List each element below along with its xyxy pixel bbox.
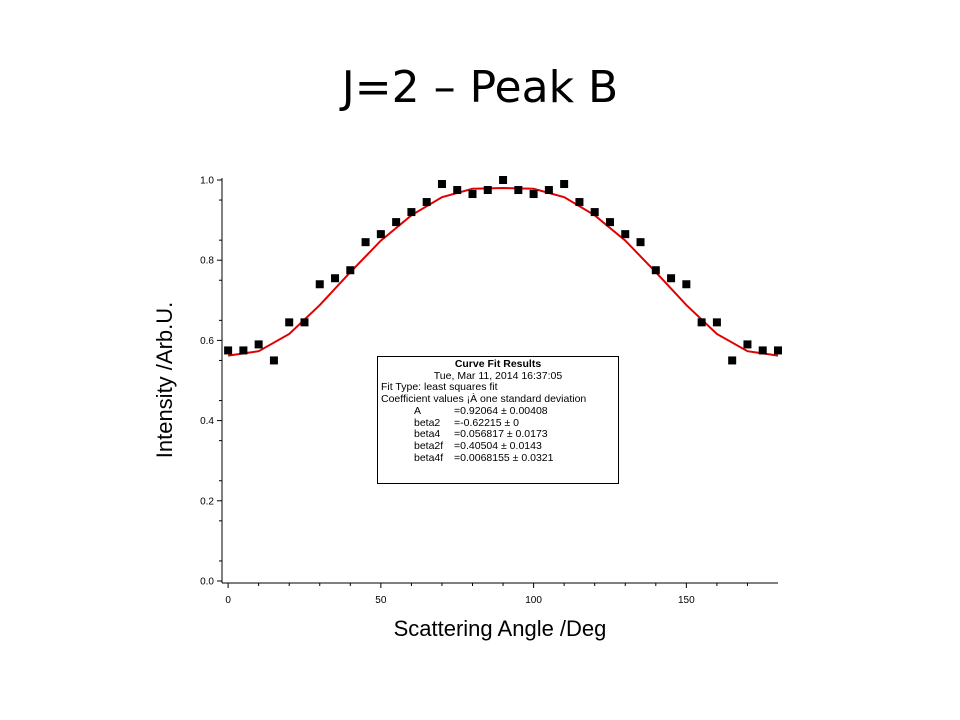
data-point (758, 346, 767, 355)
data-point (437, 180, 446, 189)
coefficient-header: Coefficient values ¡À one standard devia… (381, 393, 587, 406)
axes (221, 178, 778, 584)
fit-curve (227, 186, 779, 357)
x-tick-label: 100 (525, 595, 542, 606)
data-point (269, 356, 278, 365)
param-name: beta2 (414, 416, 441, 429)
param-value: =0.92064 ± 0.00408 (454, 404, 548, 417)
data-point (697, 318, 706, 327)
fit-param-row: beta4 =0.056817 ± 0.0173 (381, 429, 615, 441)
param-value: =-0.62215 ± 0 (454, 416, 520, 429)
y-tick-label: 0.2 (200, 496, 214, 507)
x-axis-label: Scattering Angle /Deg (394, 616, 607, 641)
data-point (590, 208, 599, 217)
data-point (239, 346, 248, 355)
data-point (331, 274, 340, 283)
x-tick-label: 0 (225, 595, 231, 606)
data-point (529, 190, 538, 199)
x-tick-label: 50 (375, 595, 387, 606)
param-name: beta4f (414, 451, 444, 464)
data-point (774, 346, 782, 355)
fit-curve-group (227, 186, 779, 357)
data-point (346, 266, 355, 275)
param-name: beta4 (414, 428, 441, 441)
data-point (285, 318, 294, 327)
fit-param-row: A =0.92064 ± 0.00408 (381, 404, 615, 418)
data-point (224, 346, 233, 355)
param-name: A (414, 404, 422, 417)
data-point (315, 280, 324, 289)
data-points-group (224, 176, 782, 365)
fit-heading: Curve Fit Results (454, 358, 542, 370)
data-point (712, 318, 721, 327)
y-tick-label: 0.0 (200, 576, 214, 587)
param-name: beta2f (414, 439, 444, 452)
data-point (422, 198, 431, 207)
data-point (575, 198, 584, 207)
data-point (651, 266, 660, 275)
data-point (300, 318, 309, 327)
data-point (376, 230, 385, 239)
x-tick-label: 150 (678, 595, 695, 606)
y-axis-label: Intensity /Arb.U. (152, 302, 177, 459)
fit-param-row: beta2 =-0.62215 ± 0 (381, 416, 615, 430)
fit-param-row: beta2f =0.40504 ± 0.0143 (381, 439, 615, 453)
data-point (667, 274, 676, 283)
data-point (392, 218, 401, 227)
data-point (621, 230, 630, 239)
fit-type: Fit Type: least squares fit (381, 381, 498, 394)
data-point (361, 238, 370, 247)
data-point (728, 356, 737, 365)
data-point (560, 180, 569, 189)
data-point (407, 208, 416, 217)
param-value: =0.056817 ± 0.0173 (454, 428, 548, 441)
fit-timestamp: Tue, Mar 11, 2014 16:37:05 (433, 369, 563, 382)
data-point (514, 186, 523, 195)
data-point (605, 218, 614, 227)
y-tick-label: 0.4 (200, 416, 214, 427)
slide-title: J=2 – Peak B (341, 62, 619, 113)
data-point (499, 176, 508, 185)
data-point (254, 340, 263, 349)
data-point (483, 186, 492, 195)
data-point (682, 280, 691, 289)
param-value: =0.40504 ± 0.0143 (454, 439, 542, 452)
y-tick-label: 1.0 (200, 176, 214, 187)
fit-param-row: beta4f =0.0068155 ± 0.0321 (381, 451, 615, 465)
data-point (468, 190, 477, 199)
data-point (743, 340, 752, 349)
y-tick-label: 0.8 (200, 256, 214, 267)
tick-marks: 0.0 0.2 0.4 0.6 0.8 1.0 0 50 100 150 (200, 176, 748, 606)
data-point (544, 186, 553, 195)
data-point (636, 238, 645, 247)
param-value: =0.0068155 ± 0.0321 (454, 451, 554, 464)
data-point (453, 186, 462, 195)
curve-fit-results-box: Curve Fit Results Tue, Mar 11, 2014 16:3… (377, 356, 619, 484)
y-tick-label: 0.6 (200, 336, 214, 347)
